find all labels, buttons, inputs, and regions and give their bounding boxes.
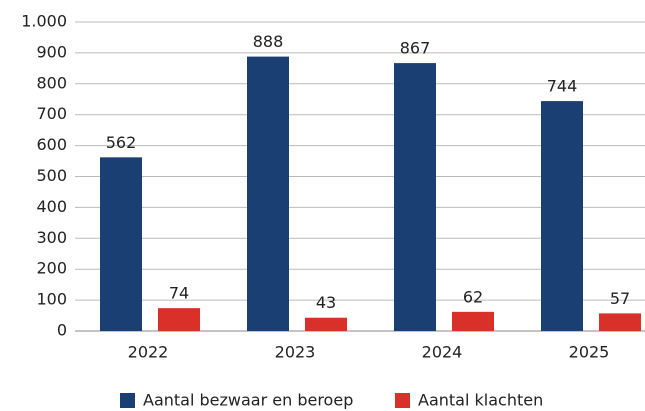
bar	[158, 308, 200, 331]
legend-swatch	[395, 393, 410, 408]
value-label: 74	[169, 284, 189, 303]
y-tick-label: 900	[36, 42, 67, 61]
value-label: 43	[316, 293, 336, 312]
legend-label: Aantal klachten	[418, 391, 543, 410]
value-label: 888	[253, 32, 284, 51]
y-tick-label: 1.000	[21, 12, 67, 31]
bar	[394, 63, 436, 332]
y-tick-label: 700	[36, 104, 67, 123]
value-label: 867	[400, 39, 431, 58]
value-label: 57	[610, 289, 630, 308]
legend-swatch	[120, 393, 135, 408]
bar	[305, 317, 347, 331]
value-label: 562	[106, 133, 137, 152]
value-label: 744	[547, 77, 578, 96]
value-label: 62	[463, 287, 483, 306]
y-tick-label: 0	[57, 321, 67, 340]
y-tick-label: 200	[36, 259, 67, 278]
x-tick-label: 2023	[275, 343, 316, 362]
bar	[541, 101, 583, 331]
y-tick-label: 300	[36, 228, 67, 247]
x-tick-label: 2024	[422, 343, 463, 362]
x-tick-label: 2022	[128, 343, 169, 362]
y-tick-label: 600	[36, 135, 67, 154]
y-tick-label: 500	[36, 166, 67, 185]
x-tick-label: 2025	[569, 343, 610, 362]
bar	[452, 311, 494, 331]
bar	[100, 157, 142, 331]
bar	[599, 313, 641, 331]
y-tick-label: 800	[36, 73, 67, 92]
bar	[247, 56, 289, 331]
y-tick-label: 400	[36, 197, 67, 216]
y-tick-label: 100	[36, 290, 67, 309]
legend-label: Aantal bezwaar en beroep	[143, 391, 353, 410]
